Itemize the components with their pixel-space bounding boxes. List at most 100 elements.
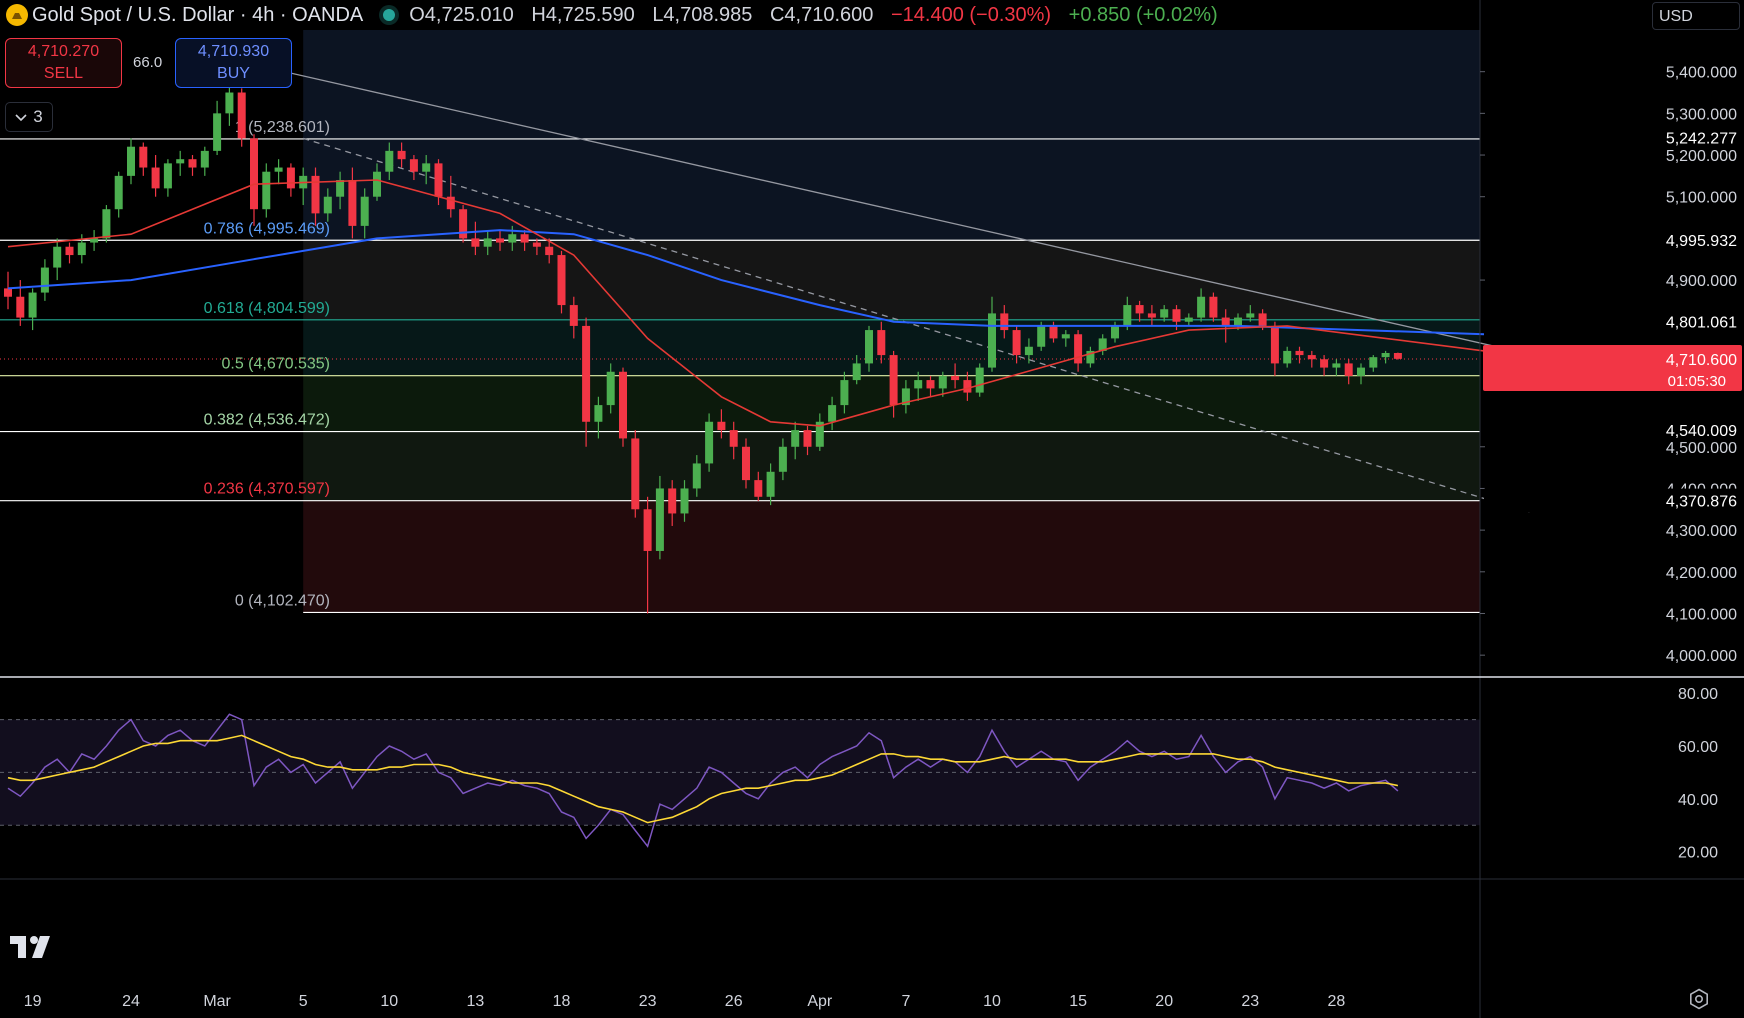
candle-body (717, 421, 726, 431)
candle-body (705, 421, 714, 464)
candle-body (988, 313, 996, 368)
buy-button[interactable]: 4,710.930 BUY (175, 38, 292, 88)
rsi-tick-label: 80.00 (1678, 686, 1718, 703)
candle-body (446, 196, 455, 210)
time-axis[interactable]: 19 24 Mar 5 10 13 18 23 26 Apr 7 10 15 20 23 28 (24, 993, 1346, 1010)
candle-body (815, 421, 824, 447)
rsi-ma-line (7, 734, 1399, 824)
candle-body (1221, 317, 1230, 326)
candle-body (250, 138, 258, 210)
candle-body (1307, 355, 1316, 360)
candle-body (90, 238, 99, 243)
candle-body (1197, 296, 1206, 318)
candle-body (1037, 325, 1046, 347)
candle-body (951, 375, 960, 381)
fib-zone (303, 500, 1481, 613)
candle-body (1234, 317, 1242, 326)
candle-body (1135, 305, 1144, 314)
candle-body (668, 488, 677, 514)
price-tag-bg (1484, 228, 1742, 253)
time-tick-label: 20 (1155, 993, 1173, 1010)
candle-body (77, 242, 86, 256)
candle-body (1098, 338, 1107, 351)
candle-body (213, 113, 222, 151)
candle-body (163, 163, 172, 189)
time-tick-label: Apr (807, 993, 833, 1010)
fib-level-label: 0.786 (4,995.469) (204, 220, 330, 237)
price-tag-label: 4,995.932 (1666, 233, 1737, 250)
candle-body (397, 150, 406, 160)
candle-body (778, 446, 787, 472)
candle-body (803, 430, 812, 447)
candle-body (643, 509, 652, 551)
candle-body (1123, 305, 1132, 326)
candle-body (200, 150, 209, 168)
gear-icon[interactable] (1688, 988, 1710, 1015)
market-status-icon (383, 9, 396, 21)
candle-body (901, 388, 910, 406)
candle-body (680, 488, 689, 514)
trendline (229, 58, 1534, 356)
candle-body (459, 209, 468, 239)
trendlines[interactable] (229, 58, 1534, 515)
candle-body (889, 355, 898, 406)
time-tick-label: 26 (725, 993, 743, 1010)
candle-body (582, 325, 591, 422)
fib-level-label: 1 (5,238.601) (235, 119, 330, 136)
tradingview-logo-icon[interactable] (10, 934, 56, 965)
candle-body (1258, 313, 1267, 326)
indicators-toggle-button[interactable]: 3 (5, 102, 53, 132)
sell-label: SELL (43, 65, 84, 82)
candle-body (557, 255, 566, 306)
open-value: O4,725.010 (409, 3, 514, 26)
sell-button[interactable]: 4,710.270 SELL (5, 38, 122, 88)
buy-label: BUY (217, 65, 250, 82)
rsi-tick-label: 40.00 (1678, 792, 1718, 809)
price-tick-label: 4,300.000 (1666, 523, 1737, 540)
change-value: −14.400 (−0.30%) (890, 3, 1052, 26)
price-tag-bg (1484, 488, 1742, 513)
candle-body (1369, 357, 1378, 368)
candle-body (1209, 296, 1218, 318)
candle-body (1086, 350, 1095, 364)
price-tag-bg (1484, 418, 1742, 443)
candle-body (1381, 353, 1390, 358)
chevron-down-icon (15, 107, 27, 127)
candle-body (262, 171, 271, 210)
fibonacci-retracement[interactable]: 1 (5,238.601) 0.786 (4,995.469) 0.618 (4,8… (0, 30, 1481, 614)
candle-body (1172, 309, 1181, 322)
price-tick-label: 5,300.000 (1666, 106, 1737, 123)
time-tick-label: 10 (983, 993, 1001, 1010)
candle-body (360, 196, 369, 226)
candle-body (65, 246, 74, 256)
candle-body (127, 146, 135, 176)
symbol-title[interactable]: Gold Spot / U.S. Dollar · 4h · OANDA (32, 3, 364, 26)
candle-body (336, 180, 345, 197)
candle-body (828, 405, 837, 422)
candle-body (274, 167, 283, 172)
candle-body (532, 242, 541, 247)
candle-body (225, 92, 234, 114)
candle-body (1332, 363, 1341, 368)
fib-level-label: 0.5 (4,670.535) (221, 356, 330, 373)
candle-body (323, 196, 332, 214)
candle-body (508, 234, 517, 243)
indicator-count: 3 (33, 107, 43, 126)
candle-body (409, 159, 418, 172)
last-price-label: 4,710.600 (1666, 352, 1737, 369)
spread-value: 66.0 (133, 54, 163, 71)
time-tick-label: 23 (1241, 993, 1259, 1010)
candle-body (1344, 363, 1353, 376)
candle-body (729, 430, 738, 447)
fib-level-label: 0.236 (4,370.597) (204, 481, 330, 498)
currency-selector[interactable]: USD (1652, 2, 1740, 30)
rsi-line (7, 713, 1399, 848)
symbol-header: Gold Spot / U.S. Dollar · 4h · OANDA O4,… (0, 0, 1230, 30)
candle-body (422, 163, 431, 172)
rsi-tick-label: 60.00 (1678, 739, 1718, 756)
ma-fast-line (7, 179, 1485, 427)
candle-body (1246, 313, 1255, 318)
candle-body (914, 380, 923, 389)
